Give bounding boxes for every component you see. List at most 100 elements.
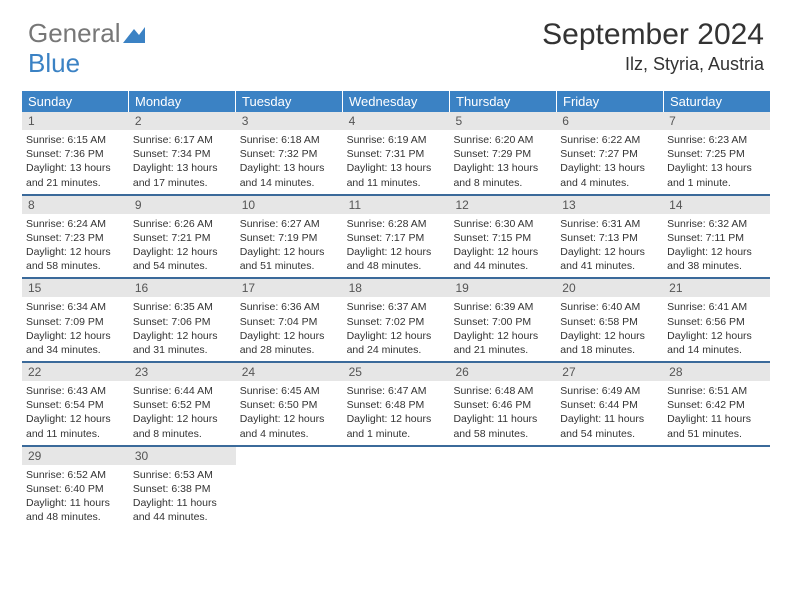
day-cell: 2Sunrise: 6:17 AMSunset: 7:34 PMDaylight… [129,112,236,194]
day-content: Sunrise: 6:17 AMSunset: 7:34 PMDaylight:… [129,130,236,194]
sunrise-text: Sunrise: 6:48 AM [453,384,552,398]
day-number: 17 [236,279,343,297]
day-cell: 6Sunrise: 6:22 AMSunset: 7:27 PMDaylight… [556,112,663,194]
day-header: Saturday [664,91,770,112]
empty-cell [236,447,343,529]
daylight-text: Daylight: 12 hours and 1 minute. [347,412,446,440]
sunrise-text: Sunrise: 6:18 AM [240,133,339,147]
day-number: 3 [236,112,343,130]
day-content: Sunrise: 6:30 AMSunset: 7:15 PMDaylight:… [449,214,556,278]
sunset-text: Sunset: 6:44 PM [560,398,659,412]
daylight-text: Daylight: 13 hours and 8 minutes. [453,161,552,189]
day-content: Sunrise: 6:47 AMSunset: 6:48 PMDaylight:… [343,381,450,445]
daylight-text: Daylight: 12 hours and 28 minutes. [240,329,339,357]
day-cell: 9Sunrise: 6:26 AMSunset: 7:21 PMDaylight… [129,196,236,278]
daylight-text: Daylight: 11 hours and 51 minutes. [667,412,766,440]
sunrise-text: Sunrise: 6:31 AM [560,217,659,231]
day-number: 5 [449,112,556,130]
sunset-text: Sunset: 7:23 PM [26,231,125,245]
day-content: Sunrise: 6:45 AMSunset: 6:50 PMDaylight:… [236,381,343,445]
sunset-text: Sunset: 7:19 PM [240,231,339,245]
day-number: 24 [236,363,343,381]
sunrise-text: Sunrise: 6:37 AM [347,300,446,314]
day-cell: 28Sunrise: 6:51 AMSunset: 6:42 PMDayligh… [663,363,770,445]
week-row: 22Sunrise: 6:43 AMSunset: 6:54 PMDayligh… [22,363,770,447]
sunrise-text: Sunrise: 6:17 AM [133,133,232,147]
daylight-text: Daylight: 12 hours and 4 minutes. [240,412,339,440]
daylight-text: Daylight: 12 hours and 8 minutes. [133,412,232,440]
sunrise-text: Sunrise: 6:30 AM [453,217,552,231]
sunrise-text: Sunrise: 6:44 AM [133,384,232,398]
week-row: 8Sunrise: 6:24 AMSunset: 7:23 PMDaylight… [22,196,770,280]
sunset-text: Sunset: 7:04 PM [240,315,339,329]
sunrise-text: Sunrise: 6:53 AM [133,468,232,482]
day-content: Sunrise: 6:40 AMSunset: 6:58 PMDaylight:… [556,297,663,361]
day-content: Sunrise: 6:19 AMSunset: 7:31 PMDaylight:… [343,130,450,194]
daylight-text: Daylight: 12 hours and 11 minutes. [26,412,125,440]
sunrise-text: Sunrise: 6:34 AM [26,300,125,314]
sunrise-text: Sunrise: 6:23 AM [667,133,766,147]
day-number: 1 [22,112,129,130]
day-cell: 21Sunrise: 6:41 AMSunset: 6:56 PMDayligh… [663,279,770,361]
day-content: Sunrise: 6:18 AMSunset: 7:32 PMDaylight:… [236,130,343,194]
sunset-text: Sunset: 6:38 PM [133,482,232,496]
day-number: 20 [556,279,663,297]
daylight-text: Daylight: 11 hours and 58 minutes. [453,412,552,440]
day-number: 18 [343,279,450,297]
week-row: 1Sunrise: 6:15 AMSunset: 7:36 PMDaylight… [22,112,770,196]
day-content: Sunrise: 6:36 AMSunset: 7:04 PMDaylight:… [236,297,343,361]
day-number: 12 [449,196,556,214]
day-cell: 22Sunrise: 6:43 AMSunset: 6:54 PMDayligh… [22,363,129,445]
logo: General [28,18,145,49]
daylight-text: Daylight: 11 hours and 48 minutes. [26,496,125,524]
sunset-text: Sunset: 6:58 PM [560,315,659,329]
day-cell: 3Sunrise: 6:18 AMSunset: 7:32 PMDaylight… [236,112,343,194]
day-cell: 16Sunrise: 6:35 AMSunset: 7:06 PMDayligh… [129,279,236,361]
daylight-text: Daylight: 13 hours and 1 minute. [667,161,766,189]
sunrise-text: Sunrise: 6:26 AM [133,217,232,231]
day-header: Sunday [22,91,129,112]
sunrise-text: Sunrise: 6:51 AM [667,384,766,398]
day-cell: 18Sunrise: 6:37 AMSunset: 7:02 PMDayligh… [343,279,450,361]
daylight-text: Daylight: 12 hours and 21 minutes. [453,329,552,357]
day-content: Sunrise: 6:28 AMSunset: 7:17 PMDaylight:… [343,214,450,278]
daylight-text: Daylight: 12 hours and 18 minutes. [560,329,659,357]
daylight-text: Daylight: 11 hours and 54 minutes. [560,412,659,440]
location: Ilz, Styria, Austria [542,54,764,75]
sunrise-text: Sunrise: 6:47 AM [347,384,446,398]
day-content: Sunrise: 6:41 AMSunset: 6:56 PMDaylight:… [663,297,770,361]
sunset-text: Sunset: 6:40 PM [26,482,125,496]
empty-cell [556,447,663,529]
day-number: 9 [129,196,236,214]
day-number: 19 [449,279,556,297]
day-content: Sunrise: 6:26 AMSunset: 7:21 PMDaylight:… [129,214,236,278]
day-number: 13 [556,196,663,214]
sunrise-text: Sunrise: 6:52 AM [26,468,125,482]
day-header: Friday [557,91,664,112]
daylight-text: Daylight: 12 hours and 54 minutes. [133,245,232,273]
day-number: 2 [129,112,236,130]
sunrise-text: Sunrise: 6:45 AM [240,384,339,398]
daylight-text: Daylight: 13 hours and 17 minutes. [133,161,232,189]
day-cell: 11Sunrise: 6:28 AMSunset: 7:17 PMDayligh… [343,196,450,278]
sunrise-text: Sunrise: 6:22 AM [560,133,659,147]
header: General September 2024 Ilz, Styria, Aust… [0,0,792,83]
daylight-text: Daylight: 13 hours and 21 minutes. [26,161,125,189]
sunset-text: Sunset: 7:32 PM [240,147,339,161]
day-number: 21 [663,279,770,297]
day-number: 25 [343,363,450,381]
sunset-text: Sunset: 7:31 PM [347,147,446,161]
sunrise-text: Sunrise: 6:35 AM [133,300,232,314]
day-content: Sunrise: 6:22 AMSunset: 7:27 PMDaylight:… [556,130,663,194]
sunset-text: Sunset: 7:34 PM [133,147,232,161]
day-header: Thursday [450,91,557,112]
sunrise-text: Sunrise: 6:19 AM [347,133,446,147]
logo-blue: Blue [28,48,80,78]
day-number: 14 [663,196,770,214]
day-number: 26 [449,363,556,381]
day-number: 11 [343,196,450,214]
sunset-text: Sunset: 6:46 PM [453,398,552,412]
day-cell: 25Sunrise: 6:47 AMSunset: 6:48 PMDayligh… [343,363,450,445]
sunset-text: Sunset: 6:56 PM [667,315,766,329]
sunrise-text: Sunrise: 6:36 AM [240,300,339,314]
